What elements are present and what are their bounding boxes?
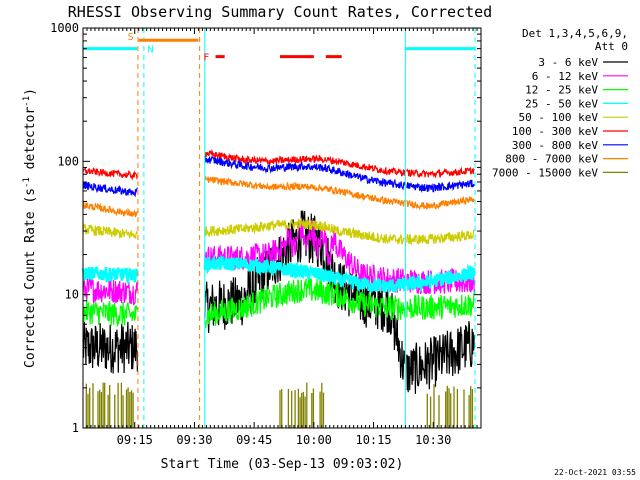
legend-header-line-1: Det 1,3,4,5,6,9, xyxy=(522,27,628,40)
x-tick-label: 10:00 xyxy=(296,433,332,447)
y-axis-label: Corrected Count Rate (s-1 detector-1) xyxy=(22,88,38,368)
series-7000-15000-kev xyxy=(85,382,474,428)
series-12-25-kev xyxy=(82,278,475,330)
legend-label: 12 - 25 keV xyxy=(525,84,598,97)
series-line xyxy=(82,278,475,330)
legend-label: 7000 - 15000 keV xyxy=(492,166,598,179)
chart-title: RHESSI Observing Summary Count Rates, Co… xyxy=(68,3,492,21)
y-tick-label: 10 xyxy=(65,288,79,302)
legend-label: 50 - 100 keV xyxy=(519,111,599,124)
x-axis-label: Start Time (03-Sep-13 09:03:02) xyxy=(161,457,404,472)
x-tick-label: 09:45 xyxy=(236,433,272,447)
legend-label: 100 - 300 keV xyxy=(512,125,598,138)
series-line xyxy=(82,148,475,181)
series-line xyxy=(82,216,475,246)
marker-label-n: N xyxy=(147,45,153,56)
series-line xyxy=(81,253,476,294)
x-tick-label: 10:15 xyxy=(355,433,391,447)
legend-label: 800 - 7000 keV xyxy=(505,153,598,166)
observing-markers: S N F xyxy=(83,28,476,428)
y-tick-label: 1000 xyxy=(50,21,79,35)
series-3-6-kev xyxy=(82,210,475,394)
series-25-50-kev xyxy=(81,253,476,294)
series-line xyxy=(82,155,475,198)
legend-label: 3 - 6 keV xyxy=(538,56,598,69)
series-300-800-kev xyxy=(82,155,475,198)
legend-label: 25 - 50 keV xyxy=(525,97,598,110)
plot-layer: S N F xyxy=(81,28,476,428)
legend-header-line-2: Att 0 xyxy=(595,40,628,53)
marker-label-s: S xyxy=(128,32,134,43)
footer-timestamp: 22-Oct-2021 03:55 xyxy=(554,468,636,477)
x-tick-label: 09:30 xyxy=(176,433,212,447)
legend-label: 6 - 12 keV xyxy=(532,70,599,83)
x-tick-label: 09:15 xyxy=(117,433,153,447)
x-tick-label: 10:30 xyxy=(415,433,451,447)
series-800-7000-kev xyxy=(82,176,475,218)
y-axis-ticks: 1 10 100 1000 xyxy=(50,21,481,435)
x-axis-ticks: 09:15 09:30 09:45 10:00 10:15 10:30 xyxy=(86,28,478,447)
series-line xyxy=(82,210,475,394)
series-50-100-kev xyxy=(82,216,475,246)
series-line xyxy=(82,176,475,218)
y-tick-label: 100 xyxy=(57,154,79,168)
y-tick-label: 1 xyxy=(72,421,79,435)
marker-label-f: F xyxy=(203,53,209,64)
legend-label: 300 - 800 keV xyxy=(512,139,598,152)
series-100-300-kev xyxy=(82,148,475,181)
